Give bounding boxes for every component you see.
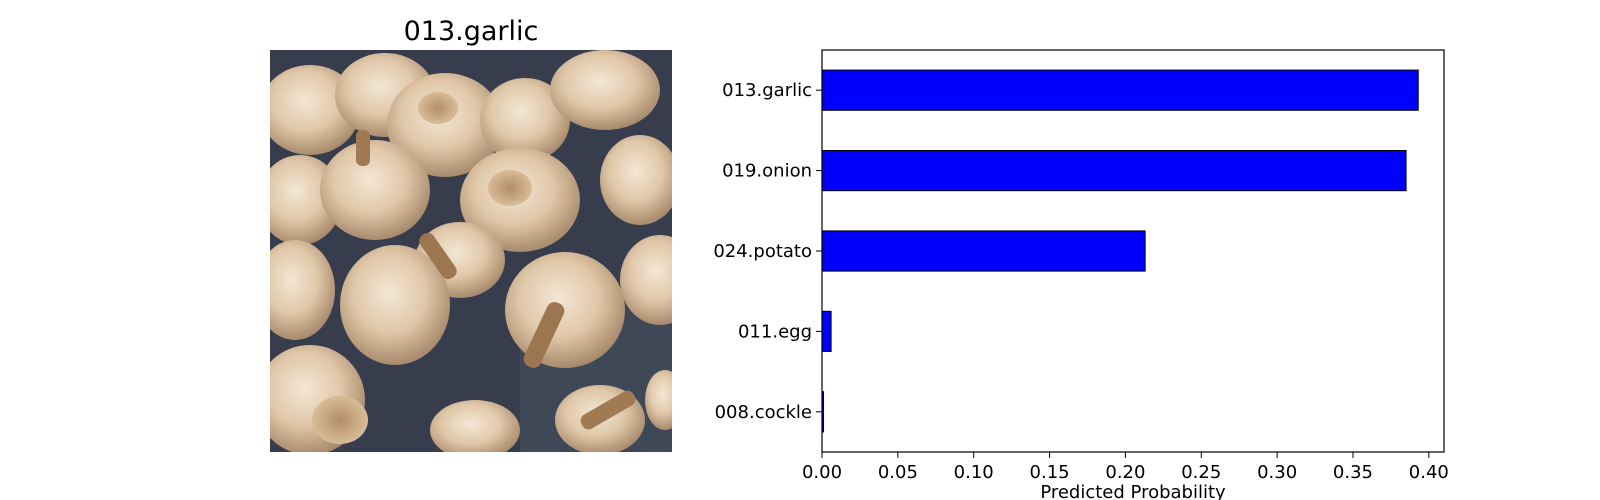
x-tick-label: 0.15: [1030, 462, 1070, 483]
x-tick-label: 0.20: [1105, 462, 1145, 483]
bar-011.egg: [821, 310, 832, 352]
x-tick-label: 0.40: [1409, 462, 1449, 483]
x-tick-label: 0.30: [1257, 462, 1297, 483]
x-tick-label: 0.10: [954, 462, 994, 483]
image-title: 013.garlic: [403, 16, 539, 47]
y-tick-label: 008.cockle: [715, 402, 812, 423]
bar-019.onion: [821, 150, 1407, 192]
garlic-photo: [270, 50, 672, 452]
y-tick-label: 011.egg: [738, 321, 812, 342]
x-tick-label: 0.00: [802, 462, 842, 483]
x-tick-label: 0.05: [878, 462, 918, 483]
x-tick-label: 0.25: [1181, 462, 1221, 483]
x-tick-label: 0.35: [1333, 462, 1373, 483]
y-tick-label: 013.garlic: [722, 80, 812, 101]
x-axis-label: Predicted Probability: [1040, 482, 1226, 500]
bar-024.potato: [821, 230, 1146, 272]
bar-013.garlic: [821, 69, 1419, 111]
y-tick-label: 019.onion: [722, 161, 812, 182]
y-tick-label: 024.potato: [713, 241, 812, 262]
